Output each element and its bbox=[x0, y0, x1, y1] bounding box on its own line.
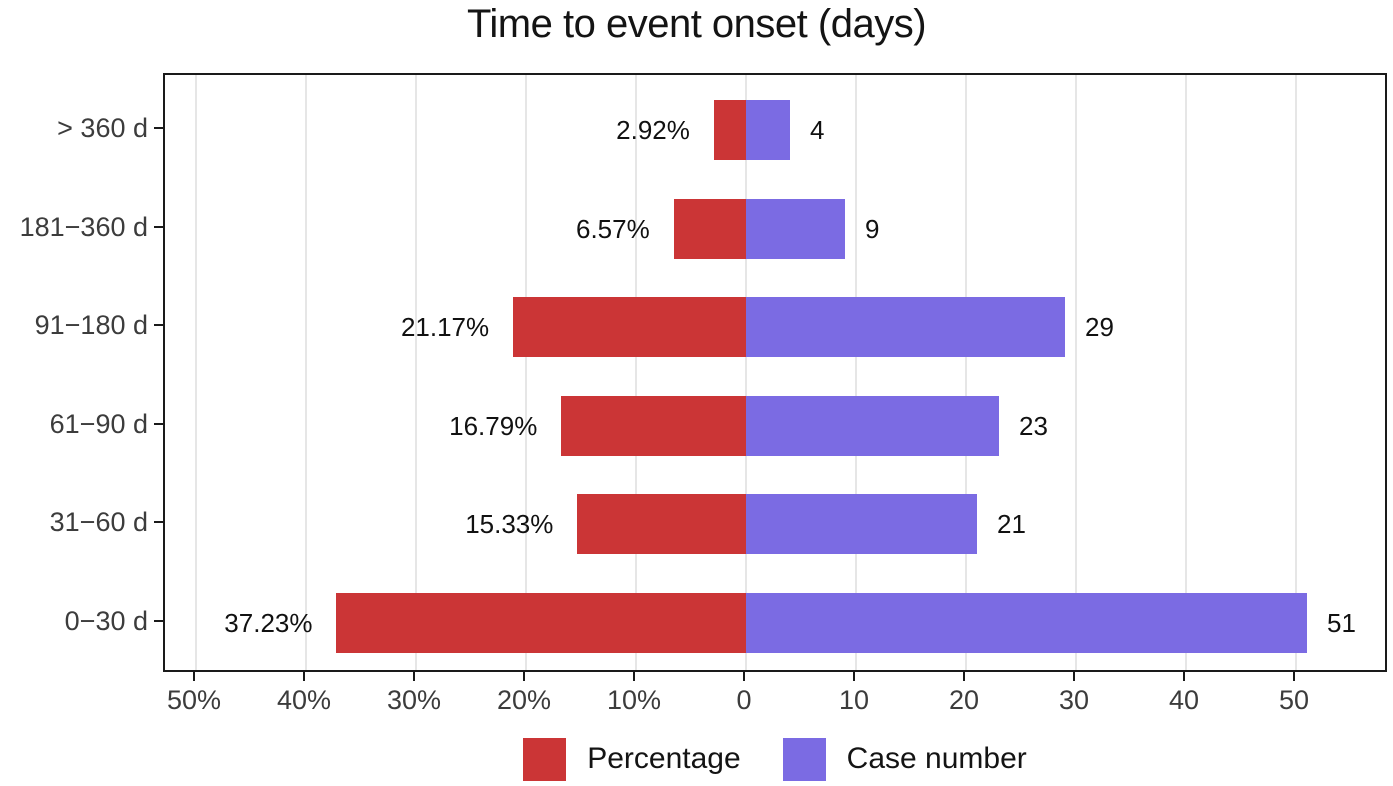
bar-case-number bbox=[746, 395, 999, 456]
y-axis-category-label: 91−180 d bbox=[34, 310, 148, 341]
percentage-value-label: 37.23% bbox=[224, 608, 313, 638]
gridline bbox=[1295, 75, 1297, 670]
bar-case-number bbox=[746, 100, 790, 160]
bar-percentage bbox=[673, 198, 746, 259]
legend-item-case-number: Case number bbox=[782, 737, 1027, 781]
percentage-value-label: 21.17% bbox=[400, 312, 490, 343]
bar-percentage bbox=[336, 593, 746, 653]
percentage-value-label: 2.92% bbox=[616, 115, 690, 145]
bar-percentage bbox=[561, 395, 746, 456]
y-axis-category-label: 31−60 d bbox=[49, 507, 148, 538]
gridline bbox=[195, 75, 197, 670]
bar-case-number bbox=[746, 198, 845, 259]
y-axis-tick bbox=[154, 422, 163, 425]
x-tick-label: 40 bbox=[1168, 685, 1200, 715]
gridline bbox=[1075, 75, 1077, 670]
chart-title: Time to event onset (days) bbox=[466, 2, 927, 46]
x-tick-label: 30 bbox=[1058, 685, 1090, 715]
case-number-value-label: 4 bbox=[810, 115, 825, 145]
x-axis-tick bbox=[523, 672, 525, 681]
gridline bbox=[1185, 75, 1187, 670]
x-tick-label: 50% bbox=[166, 685, 222, 715]
legend-item-percentage: Percentage bbox=[523, 737, 741, 781]
gridline bbox=[635, 75, 637, 670]
x-tick-label: 0 bbox=[736, 685, 752, 715]
y-axis-tick bbox=[154, 620, 163, 622]
x-tick-label: 10% bbox=[606, 685, 662, 715]
legend-label-case-number: Case number bbox=[846, 742, 1027, 775]
case-number-value-label: 23 bbox=[1019, 410, 1048, 441]
legend-key-case-number-swatch bbox=[782, 737, 826, 781]
bar-case-number bbox=[746, 297, 1065, 358]
x-axis-tick bbox=[743, 672, 745, 681]
gridline bbox=[415, 75, 417, 670]
legend-label-percentage: Percentage bbox=[587, 742, 741, 775]
bar-percentage bbox=[513, 297, 746, 358]
x-axis-tick bbox=[853, 672, 855, 681]
percentage-value-label: 6.57% bbox=[576, 213, 650, 244]
percentage-value-label: 16.79% bbox=[449, 410, 538, 441]
gridline bbox=[305, 75, 307, 670]
case-number-value-label: 9 bbox=[865, 213, 880, 244]
y-axis-category-label: 181−360 d bbox=[19, 211, 148, 242]
x-axis-tick bbox=[963, 672, 965, 681]
y-axis-tick bbox=[154, 127, 163, 129]
x-tick-label: 40% bbox=[276, 685, 332, 715]
legend-key-percentage-swatch bbox=[523, 737, 567, 781]
x-axis-tick bbox=[1183, 672, 1185, 681]
case-number-value-label: 29 bbox=[1085, 312, 1114, 343]
bar-percentage bbox=[577, 494, 746, 555]
x-tick-label: 30% bbox=[386, 685, 442, 715]
percentage-value-label: 15.33% bbox=[465, 509, 554, 540]
gridline bbox=[965, 75, 967, 670]
x-tick-label: 10 bbox=[838, 685, 870, 715]
x-tick-label: 50 bbox=[1278, 685, 1310, 715]
x-tick-label: 20% bbox=[496, 685, 552, 715]
y-axis-tick bbox=[154, 324, 163, 327]
x-axis-tick bbox=[633, 672, 635, 681]
x-axis-tick bbox=[1073, 672, 1075, 681]
x-axis-tick bbox=[413, 672, 415, 681]
bar-case-number bbox=[746, 593, 1307, 653]
x-tick-label: 20 bbox=[948, 685, 980, 715]
gridline bbox=[855, 75, 857, 670]
x-axis-tick bbox=[193, 672, 195, 681]
legend: Percentage Case number bbox=[163, 736, 1387, 782]
bar-case-number bbox=[746, 494, 977, 555]
y-axis-category-label: 0−30 d bbox=[64, 606, 148, 636]
bar-percentage bbox=[713, 100, 746, 160]
y-axis-tick bbox=[154, 521, 163, 524]
y-axis-category-label: > 360 d bbox=[57, 113, 148, 143]
case-number-value-label: 51 bbox=[1327, 608, 1356, 638]
y-axis-tick bbox=[154, 225, 163, 228]
case-number-value-label: 21 bbox=[997, 509, 1026, 540]
gridline bbox=[745, 75, 747, 670]
y-axis-category-label: 61−90 d bbox=[49, 408, 148, 439]
gridline bbox=[525, 75, 527, 670]
x-axis-tick bbox=[303, 672, 305, 681]
plot-panel: 2.92% 4 6.57% 9 21.17% 29 16.79% 23 15.33% 21 37.2… bbox=[163, 73, 1387, 672]
x-axis-tick bbox=[1293, 672, 1295, 681]
